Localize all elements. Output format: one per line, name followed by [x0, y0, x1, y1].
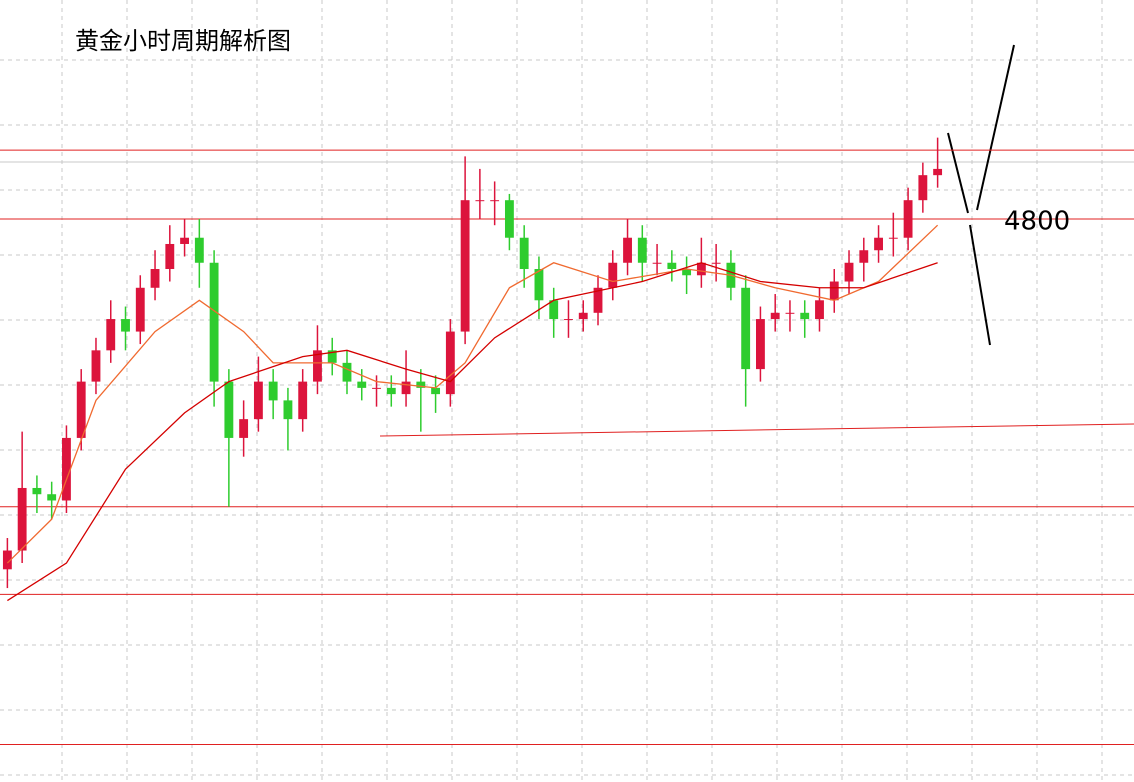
candle-body	[637, 237, 647, 263]
candle-body	[106, 319, 116, 351]
candle-body	[342, 362, 352, 382]
candle-body	[121, 319, 130, 332]
candle-body	[431, 387, 441, 395]
candle-body	[696, 262, 706, 276]
moving-average-line	[7, 262, 938, 602]
moving-average-line	[6, 224, 939, 564]
candle-body	[903, 200, 913, 238]
candle-body	[770, 312, 780, 320]
candle-body	[17, 487, 27, 551]
candle-body	[194, 237, 204, 263]
candle-body	[711, 262, 721, 264]
candle-body	[445, 331, 455, 395]
candle-body	[490, 200, 500, 202]
candle-body	[416, 381, 426, 388]
candle-body	[2, 550, 12, 570]
candle-body	[253, 381, 263, 420]
chart-title: 黄金小时周期解析图	[75, 27, 291, 55]
candle-body	[62, 437, 71, 501]
candle-body	[91, 350, 101, 382]
candle-body	[756, 319, 765, 370]
candle-body	[268, 381, 278, 401]
candle-body	[313, 350, 322, 382]
candle-body	[239, 419, 249, 438]
candle-body	[224, 381, 234, 438]
candle-body	[933, 168, 943, 176]
candle-body	[32, 487, 42, 495]
candle-body	[549, 300, 559, 320]
candle-body	[785, 312, 795, 314]
candle-body	[504, 200, 514, 238]
candle-body	[298, 381, 308, 420]
candle-body	[534, 269, 544, 301]
candle-body	[593, 287, 603, 313]
projection-line	[969, 224, 991, 346]
candle-body	[829, 281, 839, 301]
candle-body	[460, 200, 470, 332]
candle-body	[180, 237, 189, 244]
candle-body	[623, 237, 632, 263]
candle-body	[165, 243, 175, 270]
trend-line	[379, 423, 1134, 437]
candle-body	[47, 494, 57, 501]
candle-body	[283, 400, 293, 420]
candle-body	[150, 269, 160, 288]
candle-body	[475, 200, 485, 202]
candle-body	[918, 175, 928, 201]
projection-line	[976, 44, 1015, 211]
candle-body	[401, 381, 411, 395]
candle-body	[327, 350, 337, 363]
candle-body	[652, 262, 662, 264]
candle-body	[859, 250, 869, 263]
candle-body	[815, 300, 824, 320]
candle-body	[386, 387, 396, 395]
candle-body	[874, 237, 883, 251]
candle-body	[844, 262, 854, 282]
candle-body	[76, 381, 86, 438]
candle-body	[209, 262, 219, 382]
candle-body	[564, 319, 573, 321]
projection-line	[947, 132, 969, 214]
candle-body	[135, 287, 145, 332]
candle-body	[667, 262, 677, 270]
candle-body	[372, 387, 381, 389]
candle-body	[741, 287, 751, 370]
candle-body	[519, 237, 529, 270]
candle-body	[682, 269, 692, 276]
level-label: 4800	[1004, 206, 1070, 236]
candle-body	[357, 381, 367, 388]
candle-body	[800, 312, 810, 320]
candle-body	[888, 237, 898, 239]
candle-body	[578, 312, 588, 320]
candle-body	[608, 262, 618, 288]
